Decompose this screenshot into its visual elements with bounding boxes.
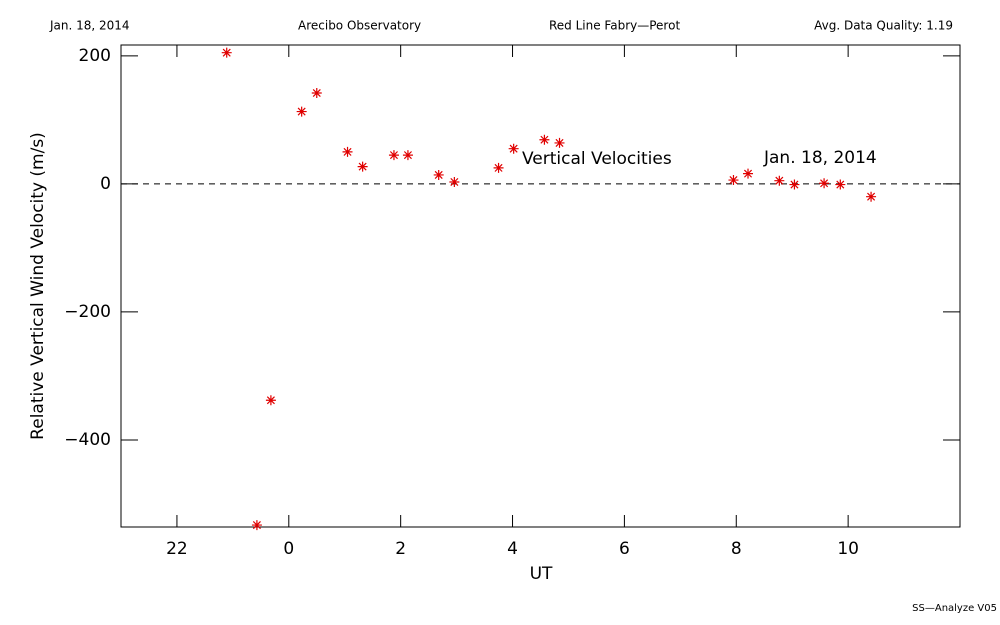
data-point xyxy=(835,179,846,190)
data-point xyxy=(402,150,413,161)
data-point xyxy=(819,178,830,189)
data-point xyxy=(743,168,754,179)
x-tick-label: 8 xyxy=(731,539,742,559)
data-point xyxy=(296,106,307,117)
asterisk xyxy=(819,178,830,189)
footer: SS—Analyze V05 xyxy=(912,603,997,614)
data-point xyxy=(789,179,800,190)
asterisk xyxy=(774,175,785,186)
asterisk xyxy=(433,169,444,180)
data-point xyxy=(728,175,739,186)
x-tick-label: 22 xyxy=(166,539,188,559)
header-site: Arecibo Observatory xyxy=(298,19,421,33)
header-date: Jan. 18, 2014 xyxy=(49,19,130,33)
data-point xyxy=(342,146,353,157)
x-tick-label: 2 xyxy=(395,539,406,559)
asterisk xyxy=(508,143,519,154)
asterisk xyxy=(388,150,399,161)
data-point xyxy=(433,169,444,180)
header-quality: Avg. Data Quality: 1.19 xyxy=(814,19,953,33)
data-point xyxy=(388,150,399,161)
data-point xyxy=(265,395,276,406)
y-tick-label: 200 xyxy=(79,46,111,66)
asterisk xyxy=(311,88,322,99)
y-axis-label: Relative Vertical Wind Velocity (m/s) xyxy=(28,132,48,440)
asterisk xyxy=(493,162,504,173)
data-point xyxy=(508,143,519,154)
plot-frame xyxy=(120,44,961,528)
asterisk xyxy=(728,175,739,186)
x-tick-label: 0 xyxy=(283,539,294,559)
asterisk xyxy=(539,134,550,145)
data-point xyxy=(251,520,262,531)
x-tick-label: 10 xyxy=(837,539,859,559)
asterisk xyxy=(221,47,232,58)
annotation: Vertical Velocities xyxy=(522,149,672,169)
x-tick-label: 6 xyxy=(619,539,630,559)
y-tick-label: 0 xyxy=(100,174,111,194)
data-point xyxy=(449,176,460,187)
data-point xyxy=(539,134,550,145)
asterisk xyxy=(835,179,846,190)
annotation: Jan. 18, 2014 xyxy=(763,148,877,168)
asterisk xyxy=(789,179,800,190)
header-instrument: Red Line Fabry—Perot xyxy=(549,19,680,33)
data-point xyxy=(221,47,232,58)
asterisk xyxy=(743,168,754,179)
asterisk xyxy=(265,395,276,406)
asterisk xyxy=(554,137,565,148)
asterisk xyxy=(357,161,368,172)
asterisk xyxy=(251,520,262,531)
asterisk xyxy=(402,150,413,161)
asterisk xyxy=(342,146,353,157)
data-point xyxy=(357,161,368,172)
data-point xyxy=(493,162,504,173)
x-tick-label: 4 xyxy=(507,539,518,559)
data-point xyxy=(311,88,322,99)
asterisk xyxy=(866,191,877,202)
asterisk xyxy=(296,106,307,117)
data-point xyxy=(554,137,565,148)
asterisk xyxy=(449,176,460,187)
y-tick-label: −400 xyxy=(64,430,111,450)
data-point xyxy=(774,175,785,186)
data-point xyxy=(866,191,877,202)
y-tick-label: −200 xyxy=(64,302,111,322)
x-axis-label: UT xyxy=(530,564,553,584)
